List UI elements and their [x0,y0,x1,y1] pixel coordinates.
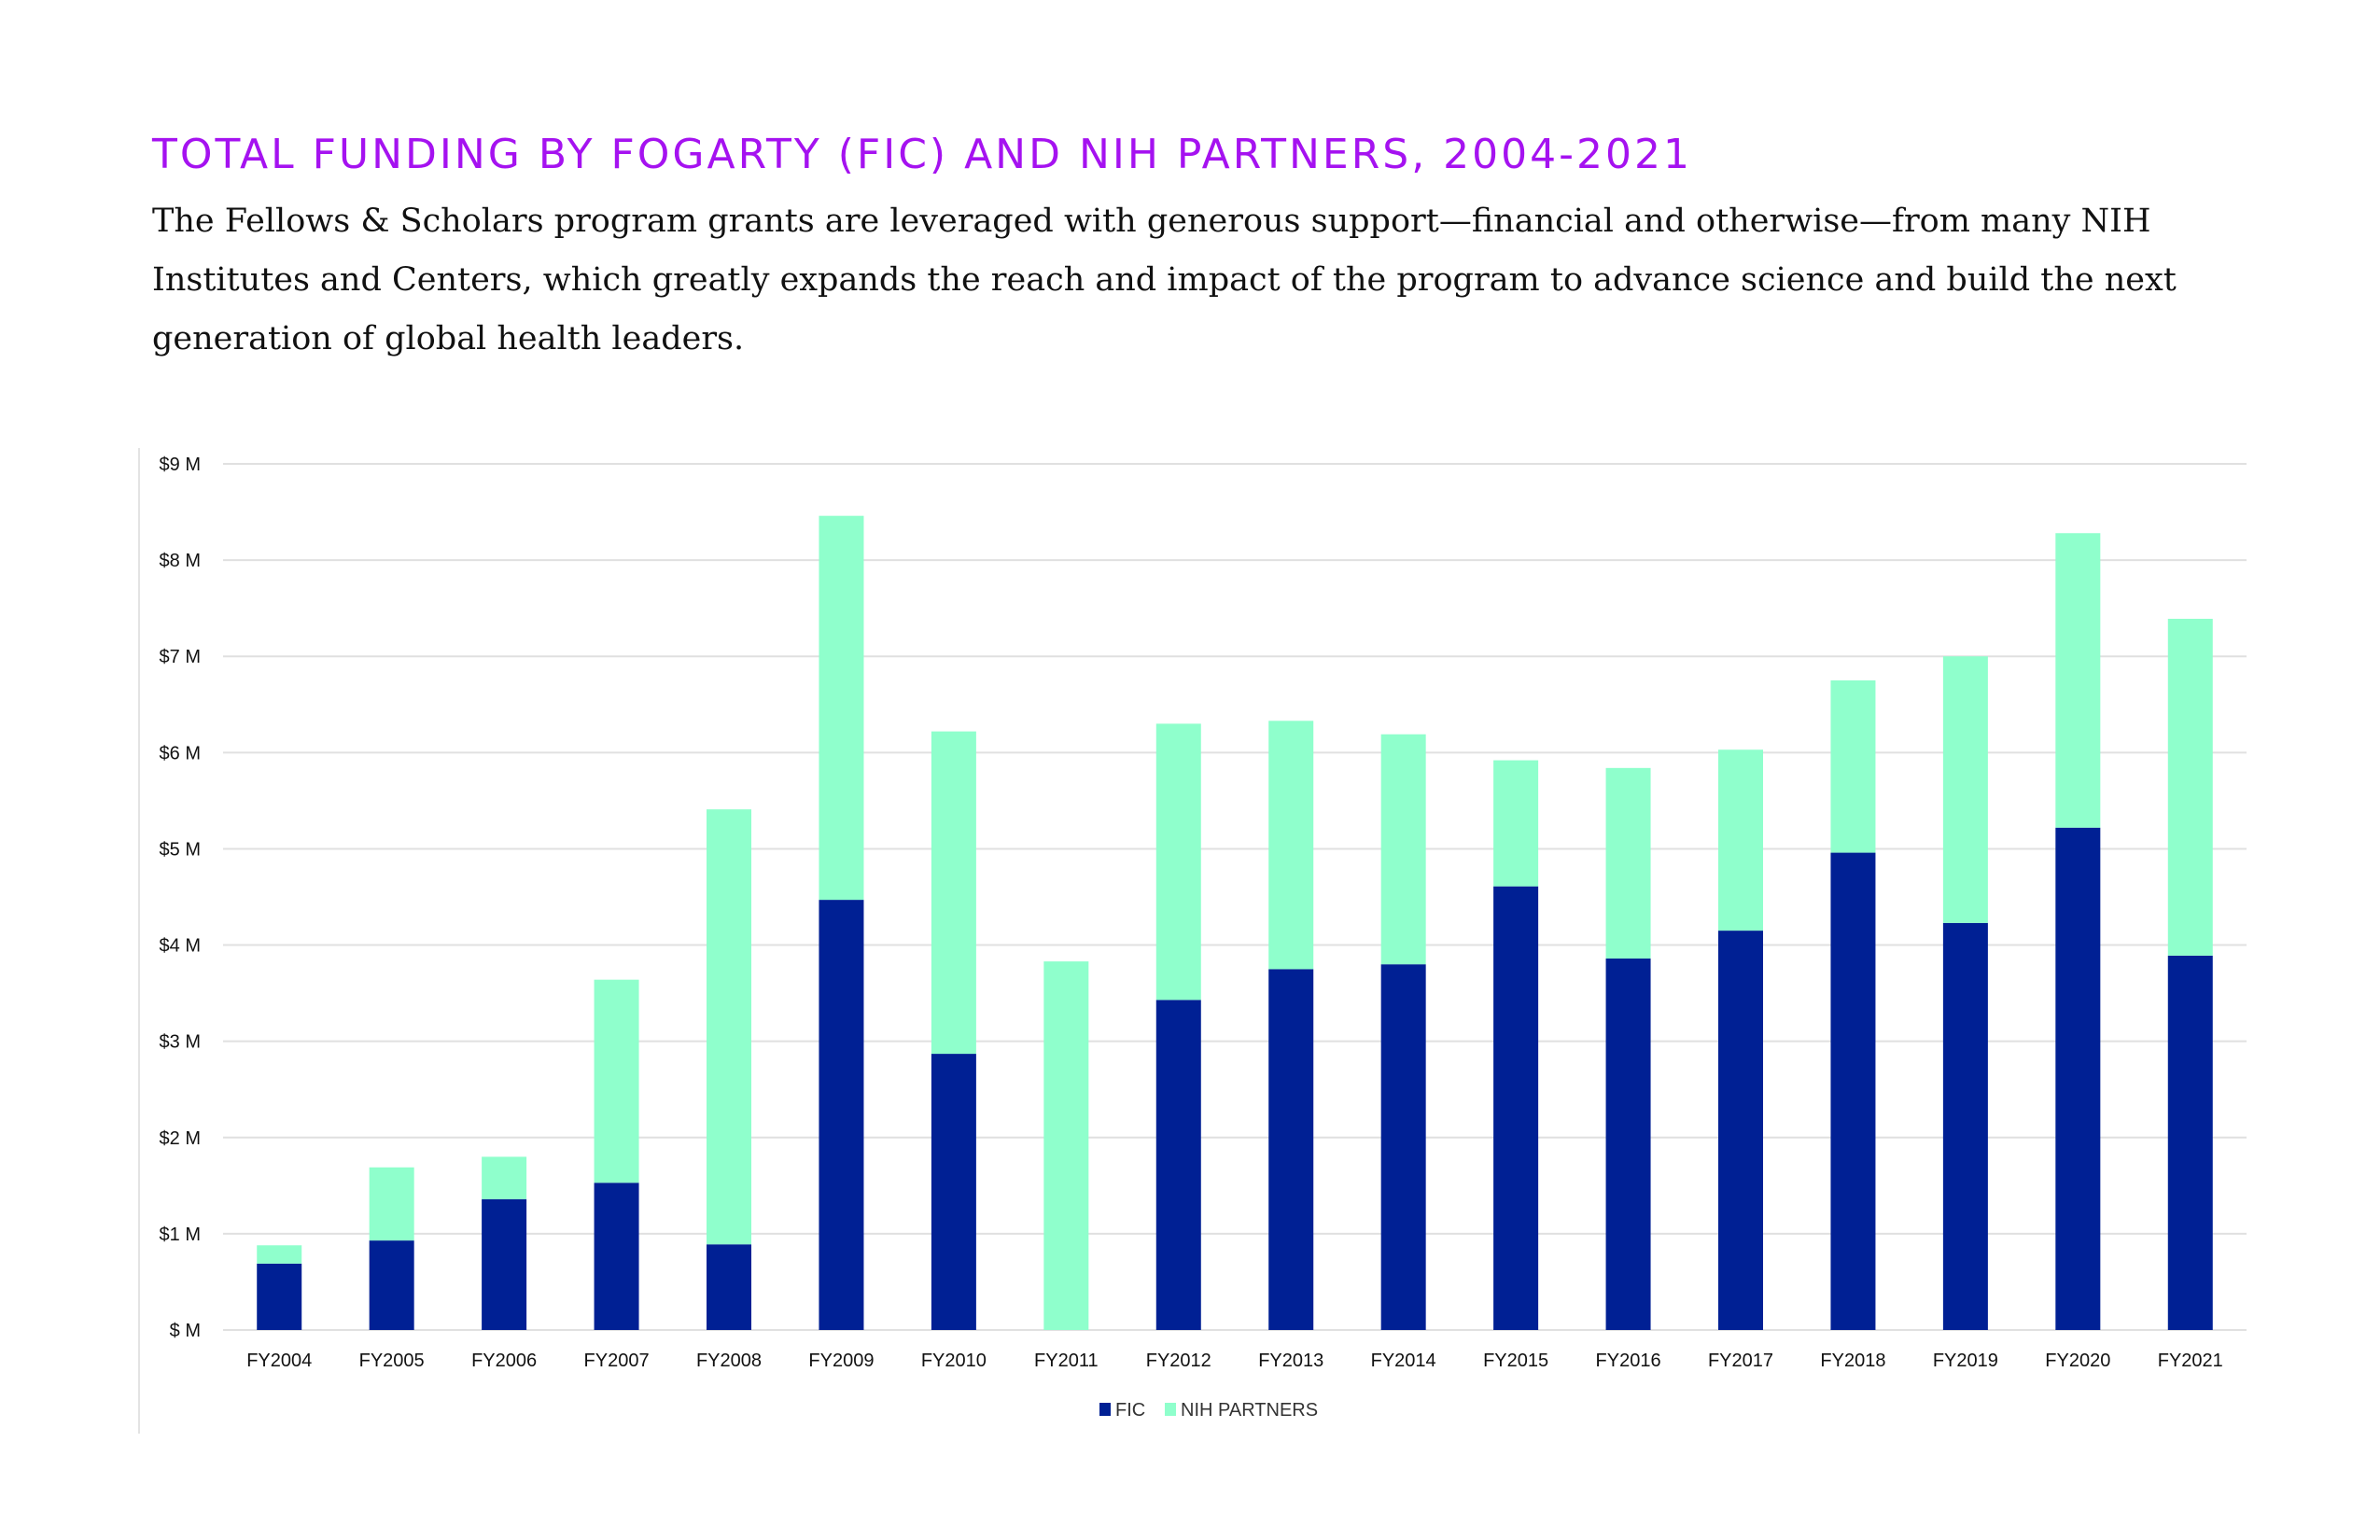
x-tick-label: FY2009 [808,1351,874,1371]
y-tick-label: $9 M [160,455,201,475]
x-tick-label: FY2010 [921,1351,987,1371]
bar-fic [2167,955,2213,1330]
y-tick-label: $8 M [160,551,201,571]
bar-fic [1718,931,1763,1330]
bar-fic [1605,958,1651,1330]
legend-swatch [1165,1403,1176,1416]
bar-nih-partners [1942,656,1988,923]
bar-fic [482,1198,527,1330]
y-tick-label: $5 M [160,839,201,860]
bar-fic [257,1263,302,1330]
legend-label: FIC [1115,1400,1145,1421]
x-tick-label: FY2013 [1258,1351,1323,1371]
bar-nih-partners [1605,767,1651,959]
x-tick-label: FY2004 [246,1351,312,1371]
x-tick-label: FY2008 [696,1351,762,1371]
bar-fic [819,900,864,1330]
bar-nih-partners [931,731,976,1055]
bar-fic [1830,852,1876,1330]
bar-nih-partners [1830,680,1876,853]
bar-fic [1268,969,1314,1330]
chart-description: The Fellows & Scholars program grants ar… [152,203,2177,357]
bar-fic [594,1183,639,1330]
bar-fic [1942,922,1988,1330]
legend-label: NIH PARTNERS [1181,1400,1318,1421]
bar-fic [707,1244,751,1330]
y-tick-label: $3 M [160,1032,201,1053]
bar-nih-partners [819,515,864,901]
bar-nih-partners [707,809,751,1245]
bar-nih-partners [1493,760,1539,887]
bar-nih-partners [257,1245,302,1264]
y-tick-label: $2 M [160,1128,201,1149]
x-tick-label: FY2014 [1371,1351,1436,1371]
bar-fic [1380,964,1426,1330]
bar-fic [931,1054,976,1330]
x-tick-label: FY2017 [1708,1351,1773,1371]
x-tick-label: FY2007 [584,1351,650,1371]
bar-nih-partners [1268,721,1314,970]
bar-fic [1155,1000,1201,1330]
x-tick-label: FY2012 [1146,1351,1211,1371]
y-tick-label: $ M [170,1321,201,1341]
bar-nih-partners [1043,961,1089,1330]
x-tick-label: FY2015 [1483,1351,1548,1371]
bar-fic [2055,827,2101,1330]
x-tick-label: FY2019 [1933,1351,1998,1371]
bar-nih-partners [594,979,639,1183]
chart-title: TOTAL FUNDING BY FOGARTY (FIC) AND NIH P… [152,131,1692,178]
y-tick-label: $6 M [160,743,201,763]
legend-swatch [1099,1403,1111,1416]
x-tick-label: FY2021 [2158,1351,2223,1371]
x-tick-label: FY2005 [359,1351,425,1371]
bar-nih-partners [369,1167,414,1241]
bar-nih-partners [1718,749,1763,931]
bar-nih-partners [1155,723,1201,1001]
y-tick-label: $4 M [160,936,201,957]
x-tick-label: FY2016 [1596,1351,1661,1371]
bar-fic [369,1240,414,1330]
left-divider [138,448,140,1434]
bar-fic [1493,886,1539,1330]
x-tick-label: FY2020 [2045,1351,2110,1371]
x-tick-label: FY2011 [1034,1351,1099,1371]
bar-nih-partners [2055,533,2101,828]
y-tick-label: $7 M [160,647,201,667]
bar-nih-partners [1380,734,1426,965]
x-tick-label: FY2006 [471,1351,537,1371]
bar-nih-partners [2167,619,2213,956]
x-tick-label: FY2018 [1820,1351,1885,1371]
bar-nih-partners [482,1156,527,1199]
y-tick-label: $1 M [160,1225,201,1245]
